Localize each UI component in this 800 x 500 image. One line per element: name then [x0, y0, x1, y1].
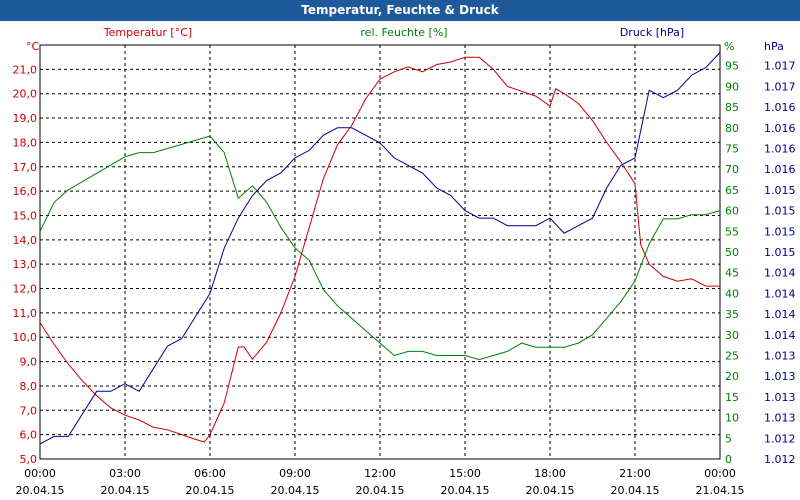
- x-tick-date-label: 20.04.15: [441, 484, 490, 497]
- humidity-tick-label: 60: [725, 205, 739, 218]
- pressure-tick-label: 1.013: [764, 412, 796, 425]
- humidity-tick-label: 20: [725, 370, 739, 383]
- x-tick-date-label: 20.04.15: [611, 484, 660, 497]
- pressure-tick-label: 1.015: [764, 225, 796, 238]
- pressure-tick-label: 1.013: [764, 350, 796, 363]
- temperature-tick-label: 18,0: [13, 136, 38, 149]
- x-tick-time-label: 21:00: [619, 467, 651, 480]
- temperature-tick-label: 20,0: [13, 88, 38, 101]
- pressure-unit-label: hPa: [764, 40, 784, 53]
- x-tick-date-label: 20.04.15: [526, 484, 575, 497]
- humidity-series-line: [39, 135, 721, 361]
- pressure-tick-label: 1.014: [764, 287, 796, 300]
- pressure-tick-label: 1.014: [764, 329, 796, 342]
- humidity-tick-label: 65: [725, 184, 739, 197]
- pressure-tick-label: 1.015: [764, 184, 796, 197]
- humidity-axis-label: rel. Feuchte [%]: [360, 26, 447, 39]
- temperature-tick-label: 15,0: [13, 209, 38, 222]
- x-tick-time-label: 15:00: [449, 467, 481, 480]
- temperature-tick-label: 8,0: [20, 380, 38, 393]
- x-tick-time-label: 12:00: [364, 467, 396, 480]
- x-tick-date-label: 20.04.15: [16, 484, 65, 497]
- pressure-tick-label: 1.013: [764, 370, 796, 383]
- pressure-axis-label: Druck [hPa]: [620, 26, 684, 39]
- temperature-tick-label: 17,0: [13, 161, 38, 174]
- axis-labels: Temperatur [°C] rel. Feuchte [%] Druck […: [26, 26, 784, 53]
- x-tick-date-label: 20.04.15: [271, 484, 320, 497]
- pressure-tick-label: 1.016: [764, 163, 796, 176]
- temperature-tick-label: 5,0: [20, 453, 38, 466]
- temperature-axis-label: Temperatur [°C]: [103, 26, 192, 39]
- pressure-tick-label: 1.015: [764, 205, 796, 218]
- pressure-tick-label: 1.014: [764, 308, 796, 321]
- humidity-tick-label: 45: [725, 267, 739, 280]
- temperature-tick-label: 6,0: [20, 429, 38, 442]
- temperature-tick-label: 7,0: [20, 404, 38, 417]
- x-tick-time-label: 03:00: [109, 467, 141, 480]
- temperature-tick-label: 9,0: [20, 356, 38, 369]
- x-tick-date-label: 20.04.15: [186, 484, 235, 497]
- humidity-tick-label: 70: [725, 163, 739, 176]
- tick-labels: 00:00 20.04.15 03:00 20.04.15 06:00 20.04.15 0…: [13, 60, 796, 497]
- humidity-tick-label: 40: [725, 287, 739, 300]
- temperature-series-line: [39, 56, 720, 443]
- x-tick-time-label: 06:00: [194, 467, 226, 480]
- x-tick-date-label: 20.04.15: [356, 484, 405, 497]
- humidity-tick-label: 90: [725, 80, 739, 93]
- temperature-tick-label: 14,0: [13, 234, 38, 247]
- x-tick-time-label: 09:00: [279, 467, 311, 480]
- window-title: Temperatur, Feuchte & Druck: [0, 0, 800, 21]
- pressure-tick-label: 1.012: [764, 432, 796, 445]
- pressure-tick-label: 1.017: [764, 80, 796, 93]
- pressure-tick-label: 1.015: [764, 246, 796, 259]
- pressure-series-line: [39, 52, 721, 445]
- humidity-tick-label: 95: [725, 60, 739, 73]
- humidity-tick-label: 85: [725, 101, 739, 114]
- x-tick-time-label: 00:00: [24, 467, 56, 480]
- humidity-tick-label: 80: [725, 122, 739, 135]
- humidity-tick-label: 35: [725, 308, 739, 321]
- pressure-tick-label: 1.016: [764, 143, 796, 156]
- temperature-tick-label: 21,0: [13, 63, 38, 76]
- pressure-tick-label: 1.016: [764, 101, 796, 114]
- x-tick-date-label: 21.04.15: [696, 484, 745, 497]
- temperature-tick-label: 16,0: [13, 185, 38, 198]
- temperature-tick-label: 10,0: [13, 331, 38, 344]
- humidity-tick-label: 55: [725, 225, 739, 238]
- humidity-tick-label: 0: [725, 453, 732, 466]
- humidity-tick-label: 10: [725, 412, 739, 425]
- x-tick-time-label: 18:00: [534, 467, 566, 480]
- pressure-tick-label: 1.014: [764, 267, 796, 280]
- pressure-tick-label: 1.016: [764, 122, 796, 135]
- humidity-tick-label: 5: [725, 432, 732, 445]
- x-tick-time-label: 00:00: [704, 467, 736, 480]
- line-chart: Temperatur [°C] rel. Feuchte [%] Druck […: [13, 26, 796, 497]
- grid: [40, 45, 720, 459]
- humidity-tick-label: 50: [725, 246, 739, 259]
- x-tick-date-label: 20.04.15: [101, 484, 150, 497]
- humidity-tick-label: 25: [725, 350, 739, 363]
- temperature-unit-label: °C: [26, 40, 40, 53]
- pressure-tick-label: 1.013: [764, 391, 796, 404]
- pressure-tick-label: 1.017: [764, 60, 796, 73]
- temperature-tick-label: 12,0: [13, 283, 38, 296]
- humidity-tick-label: 15: [725, 391, 739, 404]
- humidity-tick-label: 75: [725, 143, 739, 156]
- temperature-tick-label: 11,0: [13, 307, 38, 320]
- humidity-unit-label: %: [724, 40, 734, 53]
- series: [39, 52, 721, 445]
- temperature-tick-label: 19,0: [13, 112, 38, 125]
- pressure-tick-label: 1.012: [764, 453, 796, 466]
- temperature-tick-label: 13,0: [13, 258, 38, 271]
- humidity-tick-label: 30: [725, 329, 739, 342]
